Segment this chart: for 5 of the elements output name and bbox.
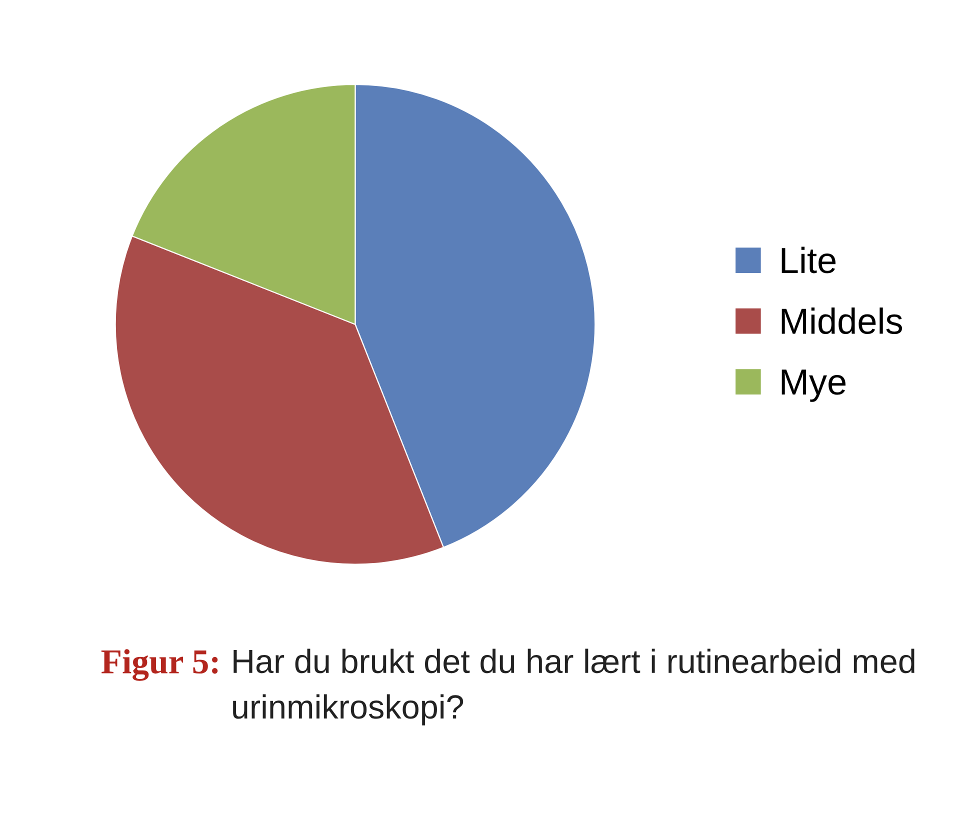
legend-label: Lite <box>782 246 836 274</box>
legend-label: Mye <box>782 370 846 402</box>
text: Figur 5: <box>101 649 218 681</box>
legend-label: Middels <box>782 308 902 334</box>
text: Har du brukt det du har lært i rutinearbeid med urinmikroskopi? <box>233 648 914 726</box>
